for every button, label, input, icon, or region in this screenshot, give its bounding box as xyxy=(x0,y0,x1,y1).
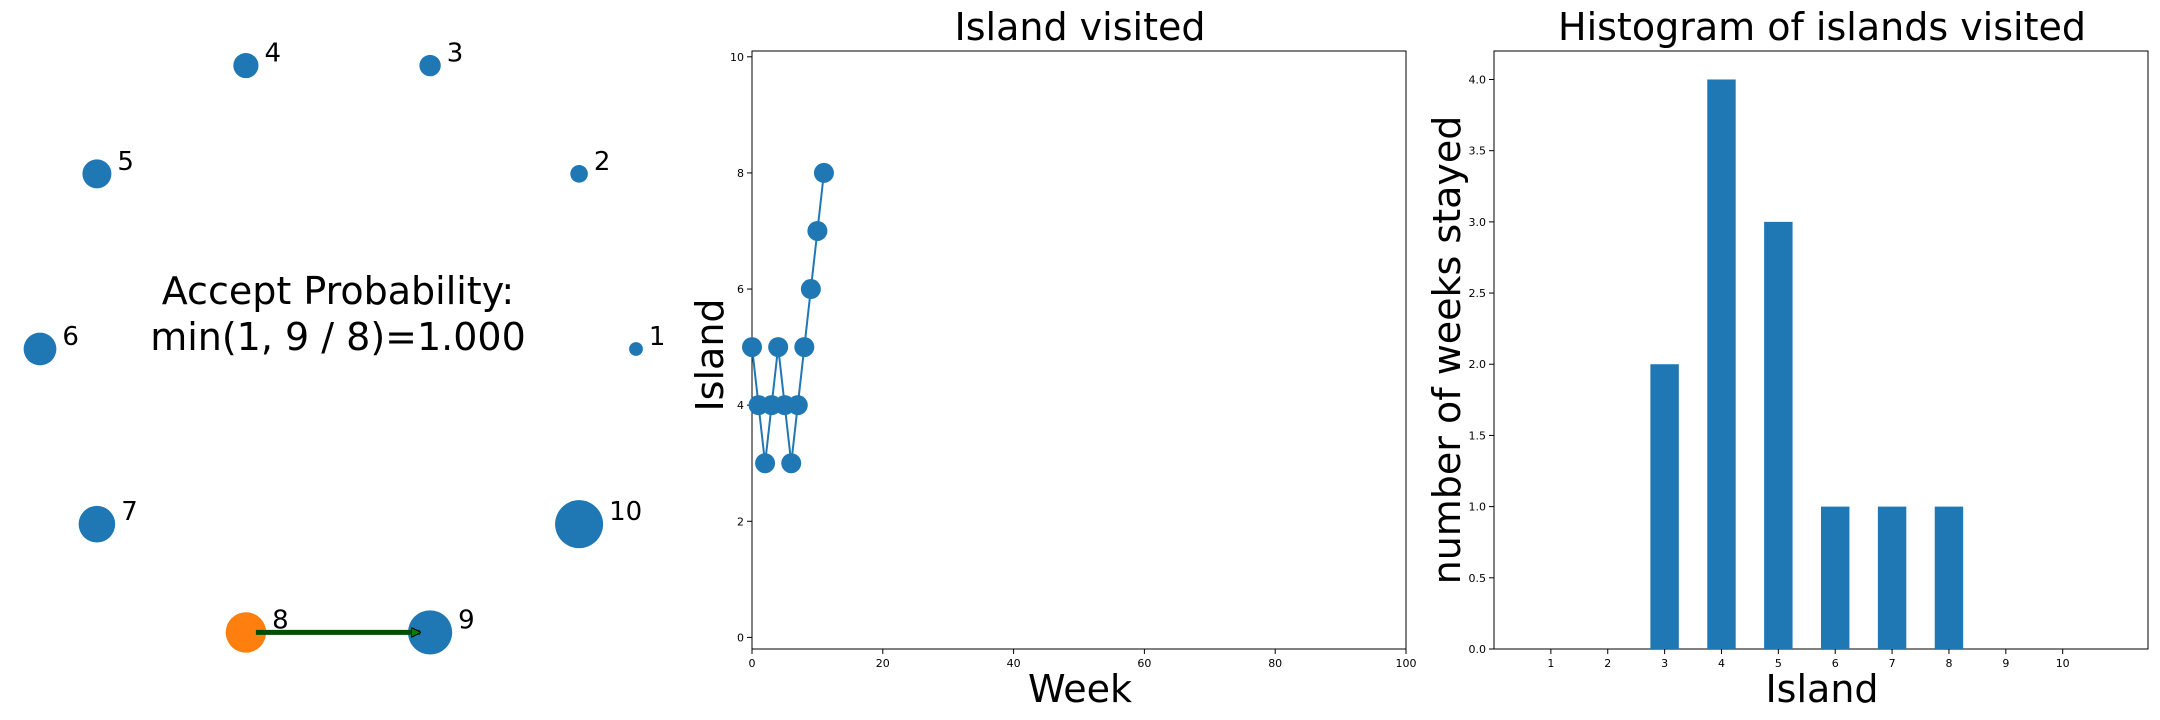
line-xtick-label: 20 xyxy=(876,657,890,670)
histogram-xtick-label: 9 xyxy=(2002,657,2009,670)
line-chart-title: Island visited xyxy=(955,5,1206,49)
line-xtick-label: 0 xyxy=(749,657,756,670)
histogram-xtick-label: 6 xyxy=(1832,657,1839,670)
line-chart-ylabel: Island xyxy=(688,298,732,411)
histogram-xtick-label: 5 xyxy=(1775,657,1782,670)
line-point xyxy=(742,337,762,358)
line-chart-xlabel: Week xyxy=(1028,667,1132,711)
island-label-8: 8 xyxy=(272,605,289,635)
islands-panel: 1 2 3 4 5 6 7 8 9 10 Accept Probability: min(1, 9… xyxy=(23,39,665,655)
histogram-xtick-label: 4 xyxy=(1718,657,1725,670)
line-xtick-label: 100 xyxy=(1396,657,1417,670)
line-ytick-label: 8 xyxy=(737,167,744,180)
island-label-4: 4 xyxy=(265,39,282,69)
line-chart-ticks: 0 20 40 60 80 100 0 2 4 6 8 10 xyxy=(730,51,1417,670)
histogram-bar-6 xyxy=(1821,506,1850,649)
line-xtick-label: 40 xyxy=(1007,657,1021,670)
island-label-7: 7 xyxy=(121,497,138,527)
histogram-xtick-label: 3 xyxy=(1661,657,1668,670)
histogram-xtick-label: 7 xyxy=(1889,657,1896,670)
histogram-ytick-label: 0.0 xyxy=(1469,643,1487,656)
histogram-bar-8 xyxy=(1934,506,1964,649)
line-point xyxy=(768,337,789,358)
histogram-xtick-label: 1 xyxy=(1547,657,1554,670)
histogram-ytick-label: 2.5 xyxy=(1469,287,1487,300)
line-chart-axes-frame xyxy=(751,50,1407,650)
line-ytick-label: 2 xyxy=(737,515,744,528)
histogram-ytick-label: 0.5 xyxy=(1469,572,1487,585)
line-series-path xyxy=(751,172,825,464)
line-point xyxy=(781,453,802,474)
island-marker-7 xyxy=(78,505,116,543)
line-ytick-label: 6 xyxy=(737,283,744,296)
line-point xyxy=(807,220,828,241)
histogram-xtick-label: 10 xyxy=(2056,657,2070,670)
island-label-6: 6 xyxy=(62,322,79,352)
histogram-ytick-label: 4.0 xyxy=(1469,73,1487,86)
histogram-ytick-label: 2.0 xyxy=(1469,358,1487,371)
accept-probability-line2: min(1, 9 / 8)=1.000 xyxy=(150,315,526,359)
histogram-xtick-label: 8 xyxy=(1945,657,1952,670)
line-xtick-label: 60 xyxy=(1137,657,1151,670)
histogram-chart: Histogram of islands visited 1 2 3 4 5 6 7 8 9 10… xyxy=(1425,5,2149,711)
histogram-title: Histogram of islands visited xyxy=(1558,5,2086,49)
line-ytick-label: 10 xyxy=(730,51,744,64)
histogram-ticks: 1 2 3 4 5 6 7 8 9 10 0.0 0.5 1.0 1.5 2.0 2.5 3.0 3.5 4.0 xyxy=(1469,73,2070,670)
histogram-bar-4 xyxy=(1707,79,1736,649)
histogram-bars xyxy=(1650,79,1964,649)
line-point xyxy=(794,337,815,358)
line-point xyxy=(787,395,808,416)
histogram-ytick-label: 3.0 xyxy=(1469,216,1487,229)
island-label-5: 5 xyxy=(117,147,134,177)
island-marker-5 xyxy=(82,159,112,189)
histogram-bar-7 xyxy=(1877,506,1907,649)
island-markers xyxy=(23,52,643,655)
line-ytick-label: 0 xyxy=(737,631,744,644)
line-point xyxy=(800,279,821,300)
histogram-ylabel: number of weeks stayed xyxy=(1425,116,1469,585)
histogram-xlabel: Island xyxy=(1765,667,1878,711)
island-marker-4 xyxy=(233,52,259,79)
histogram-ytick-label: 3.5 xyxy=(1469,145,1487,158)
histogram-bar-3 xyxy=(1650,364,1679,649)
island-marker-3 xyxy=(419,54,441,77)
histogram-ytick-label: 1.0 xyxy=(1469,501,1487,514)
histogram-bar-5 xyxy=(1764,221,1793,649)
line-series-points xyxy=(742,162,834,474)
island-label-1: 1 xyxy=(649,322,666,352)
island-marker-8 xyxy=(225,612,267,653)
island-marker-10 xyxy=(555,500,604,549)
island-marker-2 xyxy=(570,165,588,183)
island-label-9: 9 xyxy=(458,605,475,635)
line-xtick-label: 80 xyxy=(1268,657,1282,670)
island-label-3: 3 xyxy=(447,39,464,69)
histogram-ytick-label: 1.5 xyxy=(1469,429,1487,442)
accept-probability-line1: Accept Probability: xyxy=(162,269,515,313)
histogram-xtick-label: 2 xyxy=(1604,657,1611,670)
island-label-10: 10 xyxy=(609,497,642,527)
island-marker-9 xyxy=(407,610,453,655)
line-ytick-label: 4 xyxy=(737,399,744,412)
line-point xyxy=(755,453,776,474)
island-marker-6 xyxy=(23,332,57,366)
island-labels: 1 2 3 4 5 6 7 8 9 10 xyxy=(62,39,665,636)
island-label-2: 2 xyxy=(594,147,611,177)
line-point xyxy=(813,162,834,183)
island-marker-1 xyxy=(629,342,643,356)
